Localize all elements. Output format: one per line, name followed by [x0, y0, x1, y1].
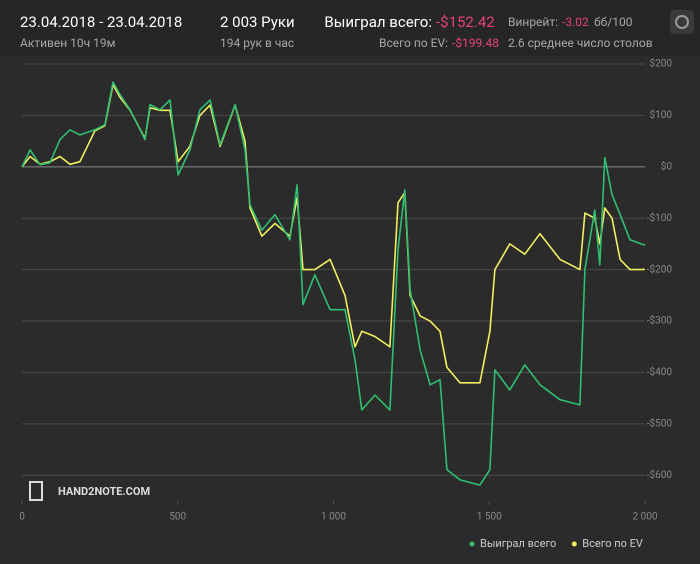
x-tick-label: 1 500 [477, 512, 502, 523]
ev-label: Всего по EV: [379, 36, 448, 50]
winrate-label: Винрейт: [508, 15, 558, 29]
tables: 2.6 среднее число столов [508, 36, 653, 50]
settings-bg[interactable] [670, 10, 694, 34]
won-value: -$152.42 [436, 13, 495, 31]
header-bg [0, 0, 700, 56]
x-tick-label: 2 000 [633, 512, 658, 523]
x-tick-label: 500 [169, 512, 186, 523]
x-tick-label: 0 [19, 512, 25, 523]
y-tick-label: -$200 [647, 262, 673, 275]
y-tick-label: -$100 [647, 211, 673, 224]
dates: 23.04.2018 - 23.04.2018 [20, 13, 182, 31]
legend-marker [469, 541, 475, 547]
y-tick-label: -$400 [647, 365, 673, 378]
y-tick-label: -$500 [647, 417, 673, 430]
hands: 2 003 Руки [220, 13, 295, 31]
rate: 194 рук в час [220, 36, 294, 50]
series-line [21, 81, 646, 486]
y-tick-label: -$300 [647, 314, 673, 327]
watermark-text: HAND2NOTE.COM [58, 485, 150, 498]
ev-value: -$199.48 [452, 36, 499, 50]
x-tick-label: 1 000 [321, 512, 346, 523]
legend-label: Выиграл всего [480, 537, 556, 550]
y-tick-label: $0 [661, 159, 673, 172]
winrate-value: -3.02 [562, 15, 589, 29]
winrate-unit: бб/100 [594, 15, 633, 29]
active: Активен 10ч 19м [20, 36, 116, 50]
settings-icon[interactable] [675, 15, 689, 29]
y-tick-label: $200 [650, 57, 673, 70]
y-tick-label: -$600 [647, 468, 673, 481]
logo [29, 481, 43, 501]
legend: Выиграл всего Всего по EV [469, 537, 643, 550]
series-line [21, 83, 646, 384]
y-tick-label: $100 [650, 108, 673, 121]
settings-button[interactable] [670, 10, 694, 34]
legend-label: Всего по EV [582, 537, 643, 550]
watermark: HAND2NOTE.COM [29, 481, 150, 501]
legend-marker [571, 541, 577, 547]
won-label: Выиграл всего: [324, 13, 432, 31]
